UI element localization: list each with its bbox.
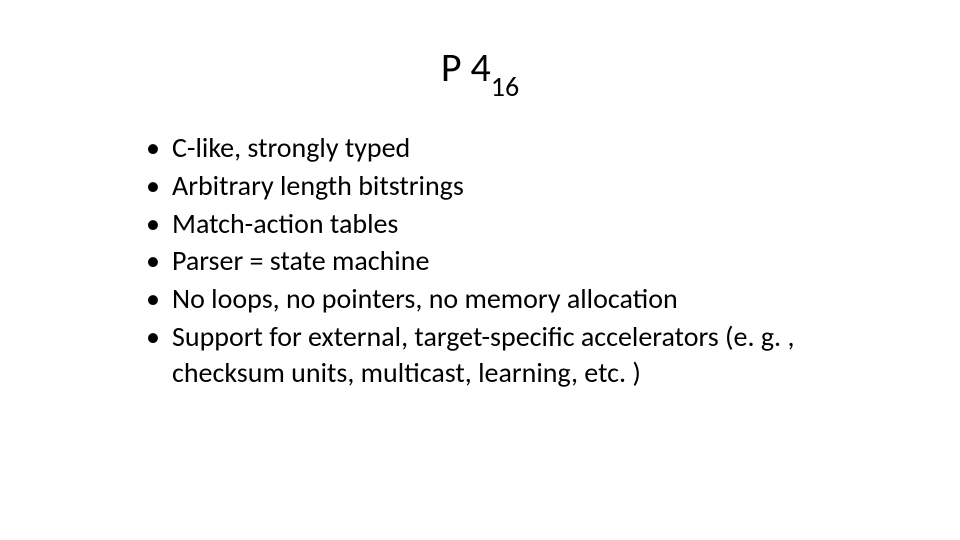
title-main: P 4 — [441, 43, 491, 92]
slide-title: P 416 — [0, 48, 960, 95]
bullet-text: Match-action tables — [172, 206, 398, 241]
bullet-text: Support for external, target-specific ac… — [172, 319, 794, 390]
list-item: Parser = state machine — [140, 243, 860, 279]
bullet-list: C-like, strongly typed Arbitrary length … — [140, 130, 860, 391]
slide: P 416 C-like, strongly typed Arbitrary l… — [0, 0, 960, 540]
slide-body: C-like, strongly typed Arbitrary length … — [140, 130, 860, 393]
bullet-text: C-like, strongly typed — [172, 130, 410, 165]
list-item: C-like, strongly typed — [140, 130, 860, 166]
list-item: No loops, no pointers, no memory allocat… — [140, 281, 860, 317]
list-item: Arbitrary length bitstrings — [140, 168, 860, 204]
list-item: Match-action tables — [140, 206, 860, 242]
bullet-text: No loops, no pointers, no memory allocat… — [172, 281, 678, 316]
title-subscript: 16 — [491, 69, 519, 104]
list-item: Support for external, target-specific ac… — [140, 319, 860, 391]
bullet-text: Parser = state machine — [172, 243, 429, 278]
bullet-text: Arbitrary length bitstrings — [172, 168, 464, 203]
